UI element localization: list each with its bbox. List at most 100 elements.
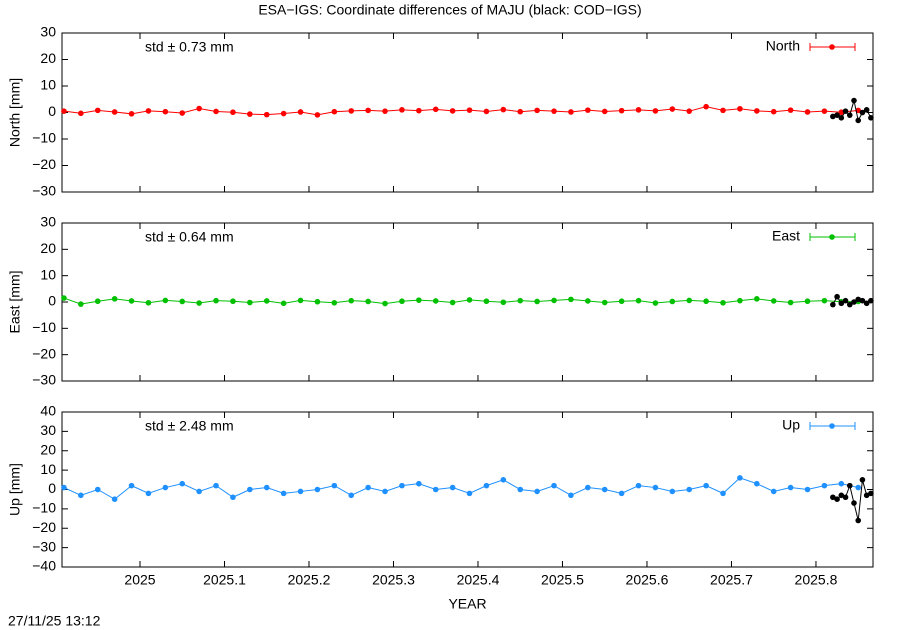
data-point bbox=[830, 494, 836, 501]
data-point bbox=[196, 300, 202, 306]
data-point bbox=[449, 484, 456, 491]
y-tick-label: 30 bbox=[40, 24, 56, 40]
data-point bbox=[416, 480, 422, 487]
y-tick-label: 30 bbox=[40, 422, 56, 438]
y-tick-label: −10 bbox=[32, 130, 56, 146]
data-point bbox=[703, 298, 709, 305]
data-point bbox=[851, 500, 857, 506]
data-point bbox=[838, 300, 845, 307]
data-point bbox=[416, 297, 422, 303]
data-point bbox=[754, 480, 760, 487]
data-point bbox=[859, 109, 866, 116]
y-tick-label: 10 bbox=[40, 461, 56, 477]
data-point bbox=[838, 480, 845, 487]
data-point bbox=[863, 492, 870, 499]
data-point bbox=[859, 477, 866, 483]
data-point bbox=[868, 115, 874, 121]
data-point bbox=[348, 297, 355, 304]
data-point bbox=[551, 108, 557, 114]
data-point bbox=[686, 486, 693, 493]
y-tick-label: 0 bbox=[48, 480, 56, 496]
y-tick-label: −30 bbox=[32, 538, 56, 554]
data-point bbox=[78, 492, 84, 499]
data-point bbox=[162, 108, 169, 115]
timestamp: 27/11/25 13:12 bbox=[8, 613, 101, 629]
data-point bbox=[94, 298, 101, 305]
x-tick-label: 2025.8 bbox=[795, 572, 838, 588]
data-point bbox=[382, 108, 388, 114]
y-tick-label: −20 bbox=[32, 156, 56, 172]
data-point bbox=[635, 107, 642, 113]
data-point bbox=[703, 103, 709, 110]
x-tick-label: 2025.6 bbox=[626, 572, 669, 588]
y-tick-label: 40 bbox=[40, 403, 56, 419]
data-point bbox=[196, 105, 202, 112]
data-point bbox=[230, 494, 236, 501]
x-tick-label: 2025.2 bbox=[288, 572, 331, 588]
y-tick-label: −30 bbox=[32, 372, 56, 388]
data-point bbox=[365, 298, 371, 305]
data-point bbox=[500, 299, 507, 306]
std-annotation: std ± 2.48 mm bbox=[145, 418, 234, 434]
data-point bbox=[399, 298, 405, 305]
data-point bbox=[314, 112, 321, 118]
data-point bbox=[834, 496, 840, 502]
chart-title: ESA−IGS: Coordinate differences of MAJU … bbox=[258, 2, 641, 18]
y-tick-label: 20 bbox=[40, 441, 56, 457]
data-point bbox=[162, 297, 169, 304]
legend-label: East bbox=[772, 228, 800, 244]
data-point bbox=[365, 107, 371, 114]
data-point bbox=[247, 486, 253, 493]
data-point bbox=[382, 300, 388, 307]
x-tick-label: 2025.5 bbox=[541, 572, 584, 588]
data-point bbox=[585, 298, 591, 304]
data-point bbox=[737, 475, 743, 481]
data-point bbox=[855, 296, 862, 303]
data-point bbox=[483, 482, 490, 489]
data-point bbox=[230, 298, 236, 305]
data-point bbox=[669, 106, 676, 112]
data-point bbox=[863, 107, 870, 113]
data-point bbox=[534, 298, 540, 305]
x-tick-label: 2025.7 bbox=[710, 572, 753, 588]
data-point bbox=[61, 484, 67, 491]
data-point bbox=[863, 300, 870, 307]
data-point bbox=[162, 484, 169, 491]
std-annotation: std ± 0.64 mm bbox=[145, 229, 234, 245]
data-point bbox=[399, 482, 405, 489]
data-point bbox=[846, 112, 853, 118]
data-point bbox=[787, 484, 794, 491]
data-point bbox=[842, 108, 849, 114]
data-point bbox=[737, 297, 743, 304]
data-point bbox=[618, 298, 625, 305]
data-point bbox=[297, 488, 304, 495]
data-point bbox=[213, 482, 219, 489]
data-point bbox=[838, 492, 845, 499]
data-point bbox=[263, 298, 270, 304]
data-point bbox=[432, 106, 439, 113]
data-point bbox=[669, 488, 676, 495]
data-point bbox=[247, 299, 253, 306]
data-point bbox=[348, 492, 355, 499]
y-tick-label: 0 bbox=[48, 103, 56, 119]
data-point bbox=[331, 299, 338, 306]
data-point bbox=[534, 488, 540, 495]
data-point bbox=[128, 111, 135, 117]
data-point bbox=[449, 108, 456, 114]
data-point bbox=[669, 298, 676, 305]
data-point bbox=[846, 301, 853, 308]
data-point bbox=[179, 480, 186, 487]
data-point bbox=[517, 108, 524, 115]
data-point bbox=[601, 299, 608, 306]
data-point bbox=[145, 108, 152, 114]
data-point bbox=[280, 300, 287, 307]
data-point bbox=[855, 484, 862, 491]
data-point bbox=[331, 482, 338, 489]
series-line bbox=[832, 479, 872, 521]
data-point bbox=[331, 108, 338, 115]
series-line bbox=[63, 477, 859, 500]
data-point bbox=[179, 298, 186, 305]
data-point bbox=[635, 482, 642, 489]
data-point bbox=[111, 496, 118, 502]
data-point bbox=[787, 299, 794, 306]
